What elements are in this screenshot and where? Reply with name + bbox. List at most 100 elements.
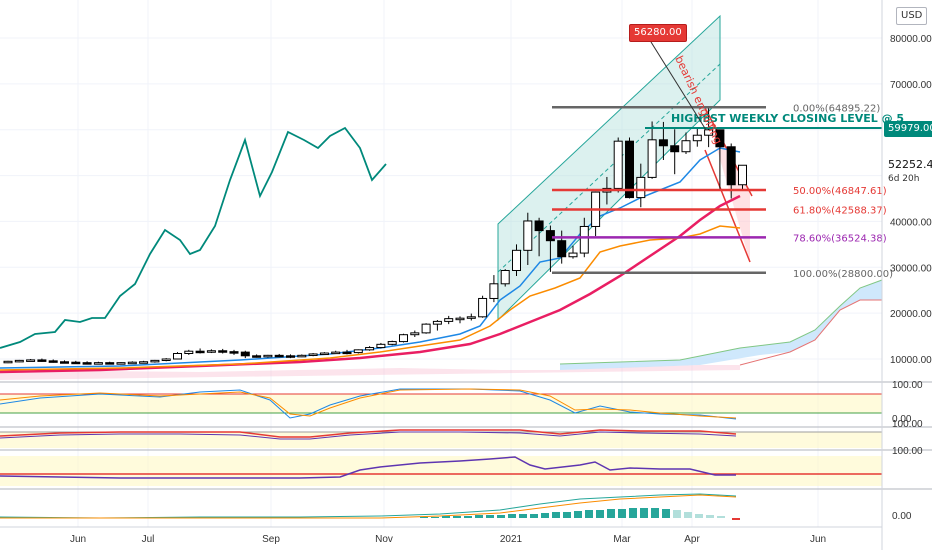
macd-histogram-bar [508, 514, 516, 518]
callout-line [650, 41, 707, 131]
candle-body [229, 351, 239, 354]
candle-body [240, 351, 250, 357]
macd-histogram-bar [629, 508, 637, 518]
macd-histogram-bar [541, 513, 549, 518]
fib-label: 61.80%(42588.37) [793, 206, 887, 217]
macd-histogram-bar [431, 517, 439, 518]
macd-histogram-bar [453, 516, 461, 518]
candle-body [432, 320, 442, 325]
macd-histogram-bar [519, 514, 527, 518]
current-price: 52252.43 [888, 158, 932, 171]
time-axis-tick: Nov [375, 534, 393, 545]
candle-body [692, 134, 702, 142]
candle-body [297, 354, 307, 358]
candle-body [139, 361, 149, 364]
macd-histogram-bar [552, 512, 560, 518]
candle-body [48, 360, 58, 363]
macd-histogram-bar [585, 510, 593, 518]
candle-body [218, 350, 228, 353]
candle-body [195, 350, 205, 354]
candle-body [625, 140, 634, 199]
pane4-line-teal [0, 493, 737, 519]
callout-price: 56280.00 [634, 27, 682, 38]
macd-histogram-bar [673, 510, 681, 518]
time-axis[interactable]: Jun Jul Sep Nov 2021 Mar Apr Jun [70, 534, 826, 545]
price-axis-tick: 80000.00 [890, 34, 932, 45]
time-axis-tick: Jul [142, 534, 155, 545]
candle-body [353, 349, 363, 354]
candle-body [512, 249, 521, 271]
candle-body [286, 355, 295, 358]
candle-body [681, 140, 691, 153]
macd-histogram-bar [706, 515, 714, 518]
price-axis-tick: 30000.00 [890, 263, 932, 274]
macd-histogram-bar [464, 516, 472, 518]
indicator-axis-tick: 100.00 [892, 419, 923, 430]
macd-histogram-bar [640, 508, 648, 518]
candle-body [60, 361, 69, 364]
macd-histogram-bar [530, 514, 538, 518]
candle-body [387, 341, 397, 345]
indicator-axis-tick: 0.00 [892, 414, 912, 425]
price-axis-tick: 40000.00 [890, 217, 932, 228]
candle-body [647, 139, 657, 178]
candle-body [410, 332, 420, 336]
overlay-teal-line [0, 126, 387, 349]
candle-body [342, 351, 352, 355]
ma-magenta [0, 194, 741, 374]
macd-histogram-bar [486, 515, 494, 518]
macd-histogram-bar [574, 511, 582, 518]
indicator-axis-tick: 0.00 [892, 511, 912, 522]
macd-histogram-bar [497, 515, 505, 518]
pane3-line [0, 456, 736, 479]
cloud-lower-line [739, 299, 882, 366]
candle-body [557, 240, 567, 258]
candle-body [105, 362, 115, 365]
candle-body [568, 252, 578, 258]
candle-body [116, 362, 126, 365]
price-axis-tick: 10000.00 [890, 355, 932, 366]
candle-body [466, 316, 476, 319]
time-axis-tick: Jun [810, 534, 826, 545]
fib-label: 100.00%(28800.00) [793, 269, 893, 280]
candle-body [161, 358, 171, 361]
candle-body [150, 359, 160, 363]
time-axis-tick: Sep [262, 534, 280, 545]
currency-label: USD [901, 10, 923, 21]
candle-body [636, 176, 646, 199]
current-price-tag: 52252.43 6d 20h [886, 158, 932, 186]
fib-label: 50.00%(46847.61) [793, 186, 887, 197]
candle-body [670, 145, 680, 153]
candle-body [613, 140, 623, 189]
candle-body [331, 351, 341, 355]
candle-body [319, 352, 329, 356]
candle-body [500, 269, 510, 285]
macd-histogram-bar [651, 508, 659, 518]
candle-body [173, 352, 182, 360]
countdown: 6d 20h [888, 174, 920, 184]
cloud-upper-line [559, 279, 883, 365]
wedge-lower [704, 149, 751, 263]
candle-body [26, 359, 36, 362]
cloud-area [560, 280, 882, 370]
indicator-panes [0, 381, 932, 520]
candle-body [184, 350, 194, 354]
macd-histogram-bar [442, 516, 450, 518]
macd-histogram-bar [607, 509, 615, 518]
price-axis[interactable]: 80000.0070000.0060000.0050000.0040000.00… [890, 34, 932, 522]
macd-histogram-bar [732, 518, 740, 520]
candle-body [14, 359, 24, 363]
time-axis-tick: Jun [70, 534, 86, 545]
macd-histogram-bar [596, 510, 604, 518]
candle-body [206, 350, 216, 353]
candle-body [726, 146, 736, 186]
pane2-line-purple [0, 431, 737, 440]
currency-badge[interactable]: USD [896, 7, 928, 25]
candle-body [523, 220, 533, 251]
candle-body [274, 354, 284, 358]
candle-body [579, 225, 589, 254]
macd-histogram-bar [475, 515, 483, 518]
fib-label: 0.00%(64895.22) [793, 103, 880, 114]
price-axis-tick: 70000.00 [890, 80, 932, 91]
